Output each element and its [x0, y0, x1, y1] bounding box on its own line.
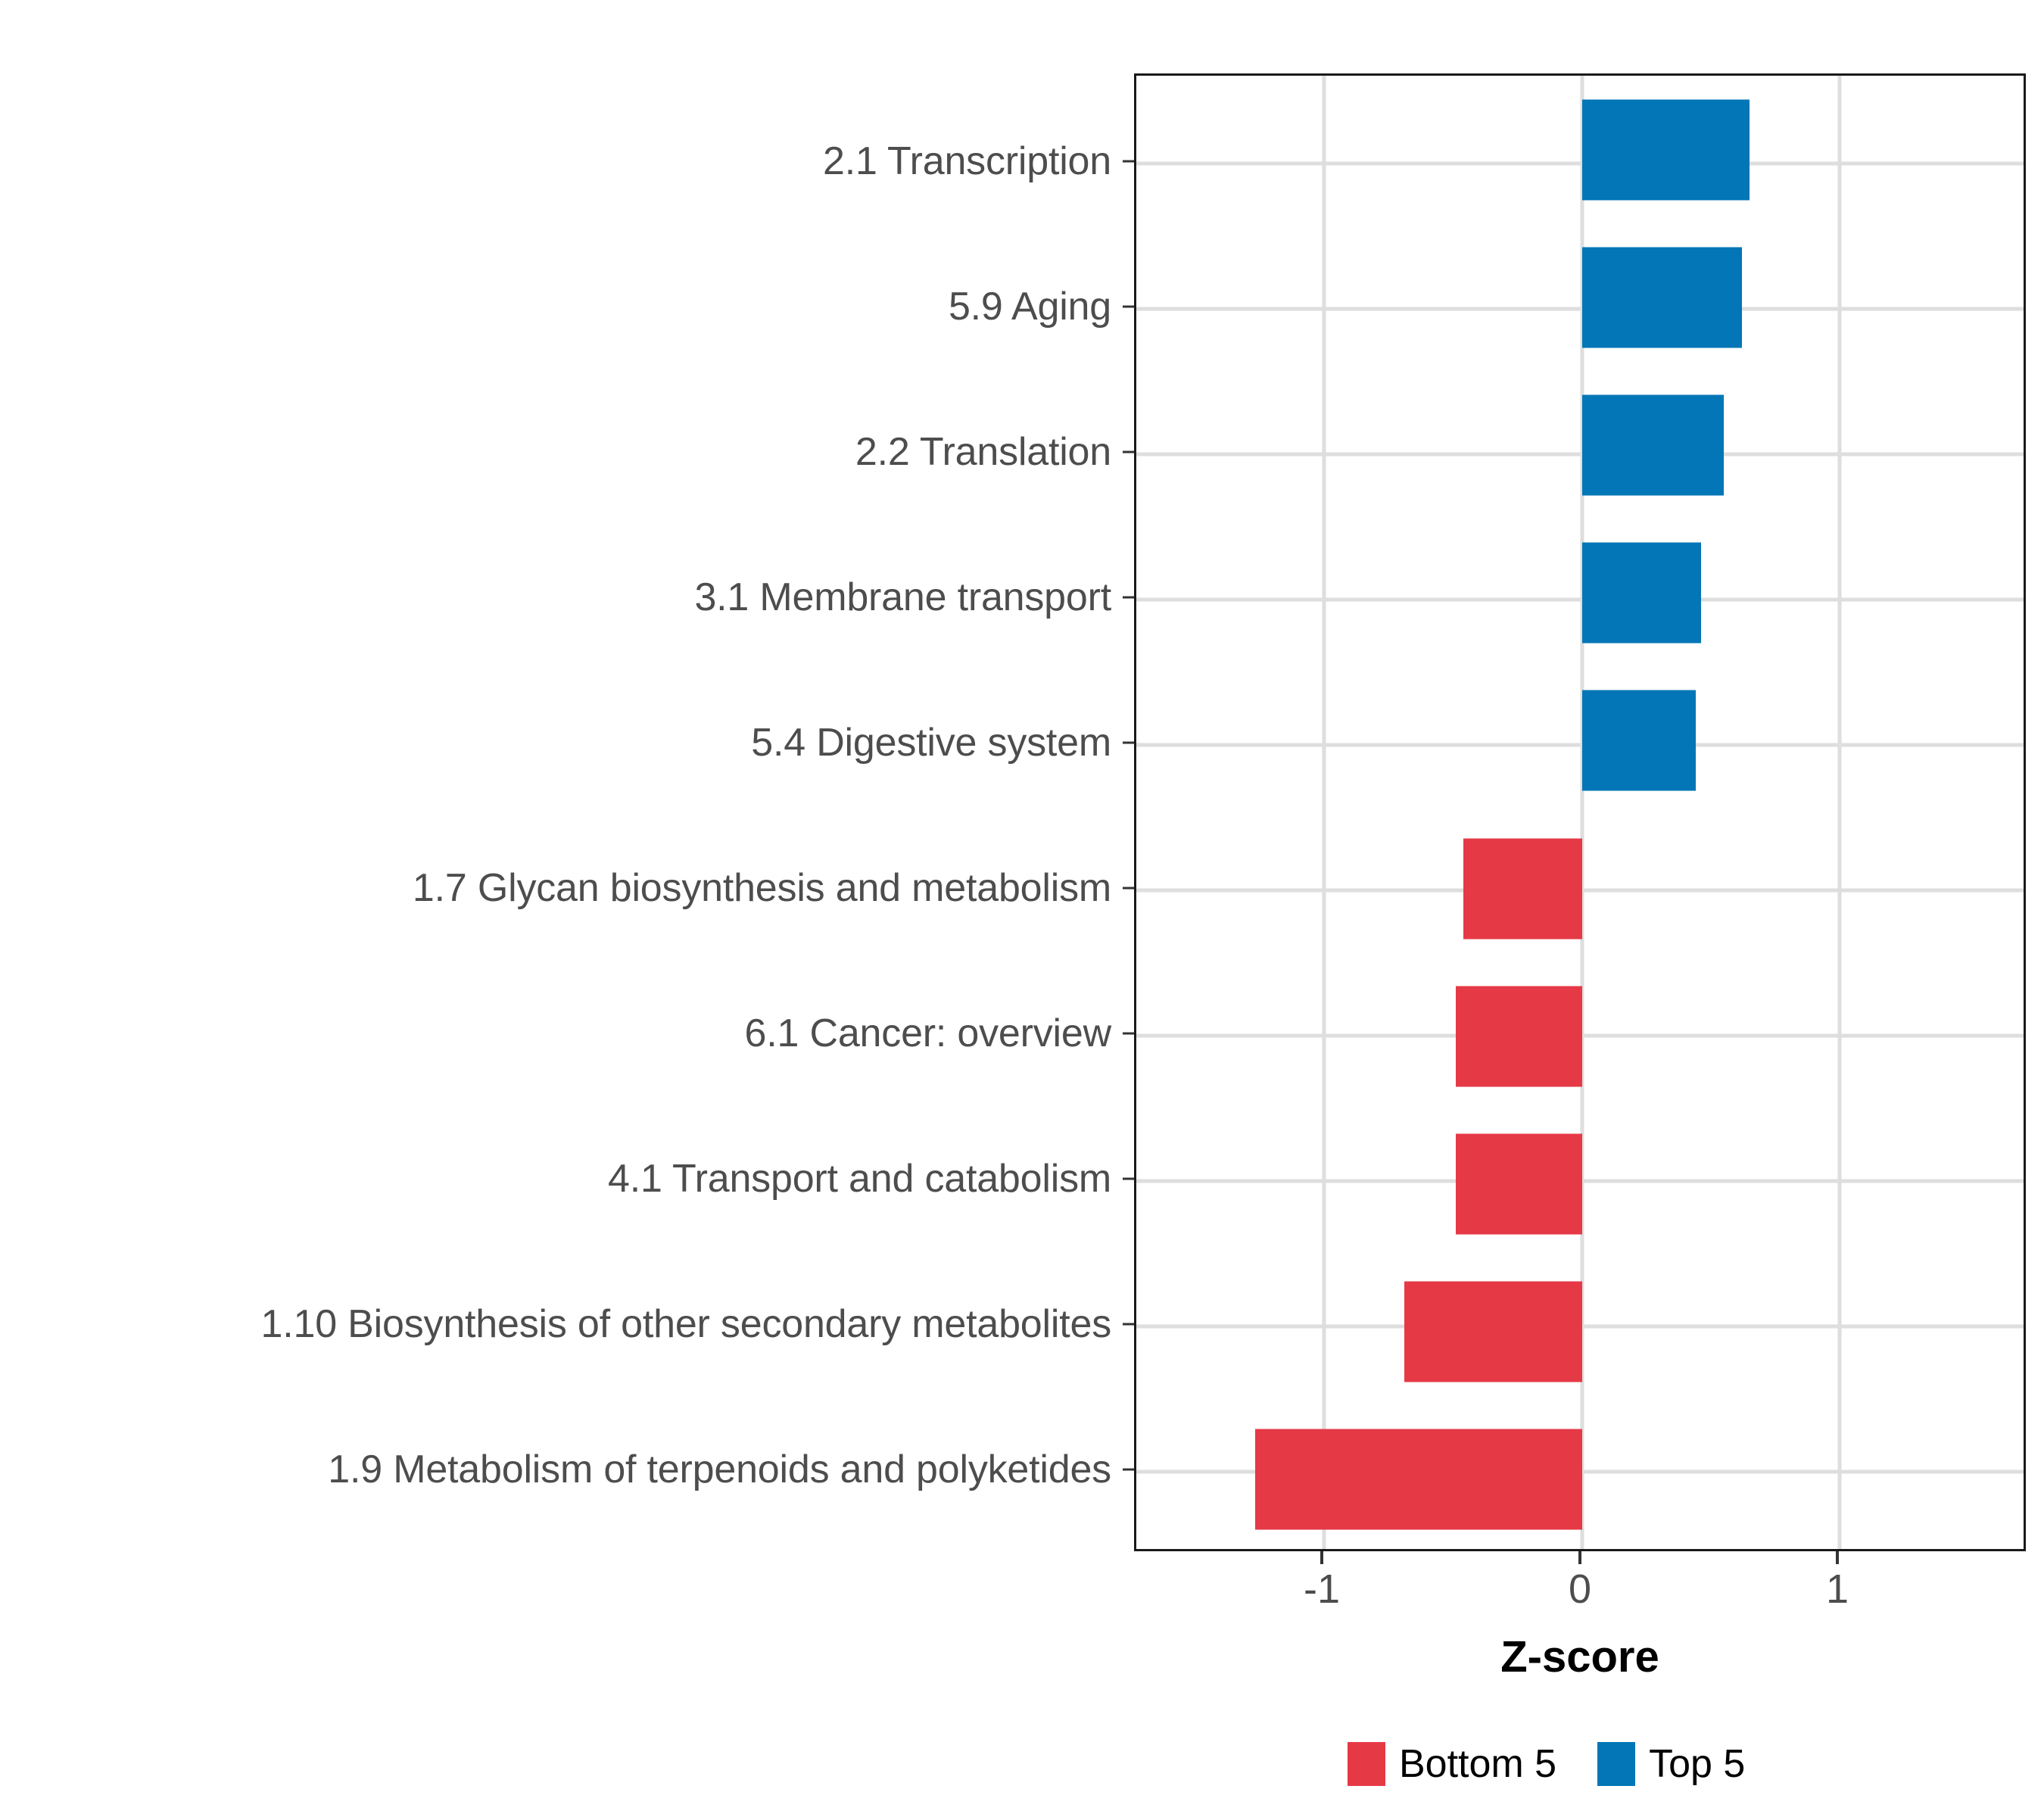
gridline-horizontal	[1136, 597, 2024, 602]
y-axis-tick-mark	[1123, 596, 1134, 599]
bar[interactable]	[1404, 1281, 1582, 1382]
y-axis-label: 1.9 Metabolism of terpenoids and polyket…	[328, 1448, 1111, 1491]
bar[interactable]	[1582, 690, 1696, 791]
gridline-vertical	[1322, 76, 1326, 1549]
y-axis-label: 2.2 Translation	[855, 430, 1111, 474]
y-axis-label: 4.1 Transport and catabolism	[608, 1157, 1111, 1201]
bar[interactable]	[1582, 394, 1725, 496]
y-axis-label: 6.1 Cancer: overview	[744, 1011, 1112, 1055]
y-axis-label: 2.1 Transcription	[822, 139, 1111, 183]
bar[interactable]	[1582, 99, 1750, 201]
x-axis-tick-label: -1	[1303, 1566, 1341, 1612]
gridline-vertical	[1837, 76, 1842, 1549]
y-axis-tick-mark	[1123, 450, 1134, 453]
y-axis-tick-mark	[1123, 1323, 1134, 1326]
x-axis-tick-label: 0	[1568, 1566, 1592, 1612]
legend-label-bottom5: Bottom 5	[1399, 1742, 1557, 1786]
bar[interactable]	[1463, 838, 1582, 940]
x-axis-tick-mark	[1578, 1551, 1581, 1564]
gridline-horizontal	[1136, 307, 2024, 311]
plot-panel	[1134, 73, 2026, 1551]
legend-swatch-top5	[1597, 1742, 1636, 1786]
y-axis-labels: 2.1 Transcription 5.9 Aging 2.2 Translat…	[0, 73, 1134, 1551]
x-axis-tick-label: 1	[1825, 1566, 1849, 1612]
y-axis-tick-mark	[1123, 887, 1134, 890]
y-axis-tick-mark	[1123, 1177, 1134, 1180]
bar[interactable]	[1254, 1429, 1582, 1530]
legend-swatch-bottom5	[1348, 1742, 1385, 1786]
y-axis-label: 3.1 Membrane transport	[694, 575, 1111, 619]
bar[interactable]	[1456, 986, 1582, 1087]
legend-item-bottom5[interactable]: Bottom 5	[1348, 1742, 1597, 1786]
bar[interactable]	[1456, 1133, 1582, 1235]
y-axis-tick-mark	[1123, 305, 1134, 308]
y-axis-label: 1.7 Glycan biosynthesis and metabolism	[412, 866, 1111, 910]
y-axis-label: 5.9 Aging	[948, 285, 1111, 329]
gridline-horizontal	[1136, 161, 2024, 166]
y-axis-tick-mark	[1123, 1468, 1134, 1471]
y-axis-label: 5.4 Digestive system	[751, 721, 1111, 765]
legend-label-top5: Top 5	[1649, 1742, 1746, 1786]
y-axis-tick-mark	[1123, 160, 1134, 163]
bar[interactable]	[1582, 247, 1743, 348]
y-axis-tick-mark	[1123, 1032, 1134, 1035]
x-axis-tick-mark	[1836, 1551, 1839, 1564]
legend-item-top5[interactable]: Top 5	[1597, 1742, 1786, 1786]
bar[interactable]	[1582, 542, 1701, 644]
x-axis-tick-mark	[1320, 1551, 1323, 1564]
gridline-horizontal	[1136, 452, 2024, 457]
gridline-horizontal	[1136, 743, 2024, 747]
y-axis-tick-mark	[1123, 741, 1134, 744]
y-axis-label: 1.10 Biosynthesis of other secondary met…	[260, 1302, 1112, 1346]
x-axis-title: Z-score	[1500, 1632, 1659, 1681]
chart-legend: Bottom 5 Top 5	[1348, 1734, 1877, 1794]
gridline-vertical	[1580, 76, 1584, 1549]
